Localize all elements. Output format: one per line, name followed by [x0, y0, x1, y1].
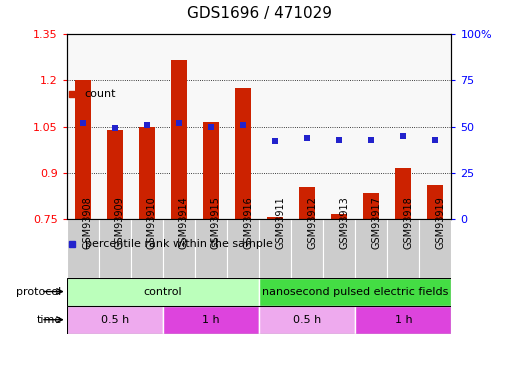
Text: 0.5 h: 0.5 h — [293, 315, 321, 325]
Bar — [427, 185, 443, 219]
Bar — [67, 278, 259, 306]
Bar — [67, 306, 163, 334]
Bar — [420, 34, 451, 219]
Bar — [163, 219, 195, 278]
Bar — [323, 219, 355, 278]
Bar — [227, 34, 259, 219]
Text: control: control — [144, 286, 182, 297]
Bar — [195, 219, 227, 278]
Bar — [396, 168, 411, 219]
Bar — [131, 219, 163, 278]
Text: GSM93908: GSM93908 — [83, 196, 93, 249]
Text: GSM93914: GSM93914 — [179, 196, 189, 249]
Text: GSM93912: GSM93912 — [307, 196, 317, 249]
Bar — [355, 219, 387, 278]
Text: GSM93918: GSM93918 — [403, 196, 413, 249]
Bar — [259, 278, 451, 306]
Text: GSM93915: GSM93915 — [211, 196, 221, 249]
Bar — [267, 217, 283, 219]
Bar — [259, 306, 355, 334]
Text: time: time — [36, 315, 62, 325]
Text: GDS1696 / 471029: GDS1696 / 471029 — [187, 6, 331, 21]
Bar — [299, 187, 315, 219]
Text: count: count — [85, 89, 116, 99]
Bar — [355, 306, 451, 334]
Text: 0.5 h: 0.5 h — [101, 315, 129, 325]
Bar — [171, 60, 187, 219]
Bar — [67, 219, 98, 278]
Bar — [235, 88, 251, 219]
Bar — [363, 193, 379, 219]
Bar — [291, 219, 323, 278]
Text: GSM93909: GSM93909 — [115, 196, 125, 249]
Bar — [227, 219, 259, 278]
Text: GSM93910: GSM93910 — [147, 196, 157, 249]
Bar — [387, 219, 420, 278]
Bar — [163, 34, 195, 219]
Bar — [75, 80, 91, 219]
Text: GSM93911: GSM93911 — [275, 196, 285, 249]
Text: GSM93917: GSM93917 — [371, 196, 381, 249]
Bar — [387, 34, 420, 219]
Bar — [259, 219, 291, 278]
Bar — [163, 306, 259, 334]
Text: GSM93916: GSM93916 — [243, 196, 253, 249]
Bar — [67, 34, 98, 219]
Text: GSM93913: GSM93913 — [339, 196, 349, 249]
Text: percentile rank within the sample: percentile rank within the sample — [85, 239, 272, 249]
Bar — [107, 130, 123, 219]
Bar — [131, 34, 163, 219]
Bar — [203, 122, 219, 219]
Text: GSM93919: GSM93919 — [436, 196, 445, 249]
Bar — [331, 214, 347, 219]
Text: nanosecond pulsed electric fields: nanosecond pulsed electric fields — [262, 286, 448, 297]
Bar — [355, 34, 387, 219]
Bar — [195, 34, 227, 219]
Bar — [139, 127, 155, 219]
Text: protocol: protocol — [16, 286, 62, 297]
Bar — [98, 219, 131, 278]
Bar — [259, 34, 291, 219]
Text: 1 h: 1 h — [394, 315, 412, 325]
Text: 1 h: 1 h — [202, 315, 220, 325]
Bar — [323, 34, 355, 219]
Bar — [291, 34, 323, 219]
Bar — [420, 219, 451, 278]
Bar — [98, 34, 131, 219]
